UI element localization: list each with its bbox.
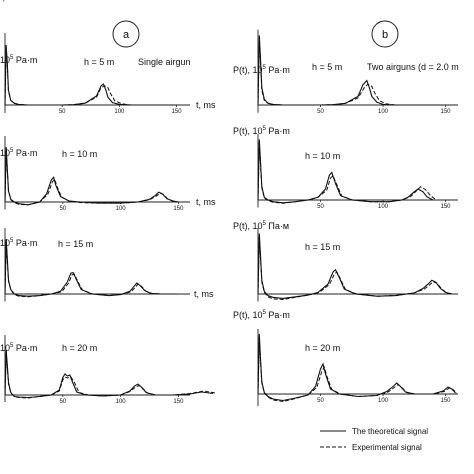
y-axis-label: P(t), 105 Pa·m [233,65,290,75]
x-axis-label: t, ms [0,0,20,2]
experimental-series-line [4,352,216,399]
x-tick-label: 150 [440,109,451,115]
experimental-series-line [257,142,436,204]
x-axis-label: t, ms [0,0,20,2]
panel-a-circle [112,20,140,48]
depth-annotation: h = 5 m [312,62,342,72]
legend-theory-label: The theoretical signal [352,427,428,436]
subplots: 50 100 150 105 Pa·m h = 5 m Single airgun t, m… [0,0,459,406]
experimental-series-line [257,41,446,106]
experimental-series-line [4,149,179,206]
theoretical-series-line [4,44,177,106]
x-tick-label: 150 [173,399,184,405]
subplot-3: 50 100 150 105 Pa·m h = 10 m t, ms [0,136,216,212]
x-axis-label: t, ms [194,289,214,299]
panel-b-marker: b [371,20,399,48]
x-tick-label: 100 [116,206,127,212]
experimental-series-line [257,336,458,403]
subplot-1: 50 100 150 105 Pa·m h = 5 m Single airgun t, m… [0,33,216,115]
depth-annotation: h = 10 m [62,149,97,159]
x-tick-label: 100 [378,109,389,115]
subplot-7: 50 100 150 105 Pa·m h = 20 m t, ms [0,0,216,405]
x-tick-label: 100 [378,204,389,210]
subplot-4: 50 100 150 P(t), 105 Pa·m h = 10 m [233,126,458,210]
x-tick-label: 50 [59,109,66,115]
y-axis-label: P(t), 105 Pa·m [233,310,290,320]
depth-annotation: h = 20 m [305,343,340,353]
depth-annotation: h = 20 m [62,343,97,353]
x-tick-label: 50 [317,204,324,210]
theoretical-series-line [4,349,214,399]
x-tick-label: 150 [440,398,451,404]
y-axis-label: P(t), 105 Па·м [233,221,289,231]
x-tick-label: 50 [317,398,324,404]
subplot-8: 50 100 150 P(t), 105 Pa·m h = 20 m [233,310,458,406]
subplot-6: P(t), 105 Па·м h = 15 m [233,221,458,302]
x-tick-label: 100 [114,109,125,115]
theoretical-series-line [257,139,434,204]
y-axis-label: P(t), 105 Pa·m [233,126,290,136]
config-note: Single airgun [138,57,191,67]
y-axis-label: 105 Pa·m [0,238,37,248]
x-tick-label: 150 [172,109,183,115]
legend: The theoretical signal Experimental sign… [320,427,428,452]
experimental-series-line [257,236,454,301]
y-axis-label: 105 Pa·m [0,148,37,158]
panel-a-marker: a [112,20,140,48]
subplot-2: 50 100 150 P(t), 105 Pa·m h = 5 m Two airguns… [0,0,459,115]
config-note: Two airguns (d = 2.0 m [367,62,459,72]
x-tick-label: 100 [116,399,127,405]
theoretical-series-line [257,233,452,299]
experimental-series-line [4,241,179,298]
depth-annotation: h = 10 m [305,151,340,161]
x-axis-label: t, ms [196,197,216,207]
panel-b-circle [371,20,399,48]
legend-experimental-label: Experimental signal [352,443,422,452]
y-axis-label: 105 Pa·m [0,343,37,353]
depth-annotation: h = 5 m [84,57,114,67]
experimental-series-line [4,47,177,106]
x-tick-label: 50 [59,206,66,212]
x-tick-label: 50 [59,399,66,405]
theoretical-series-line [257,333,456,402]
depth-annotation: h = 15 m [58,239,93,249]
subplot-5: 105 Pa·m h = 15 m t, ms [0,228,214,302]
x-tick-label: 150 [440,204,451,210]
x-tick-label: 100 [378,398,389,404]
x-axis-label: t, ms [196,100,216,110]
depth-annotation: h = 15 m [305,242,340,252]
x-tick-label: 150 [173,206,184,212]
panel-b-label: b [382,29,388,41]
y-axis-label: 105 Pa·m [0,55,37,65]
x-tick-label: 50 [317,109,324,115]
panel-a-label: a [123,29,130,41]
